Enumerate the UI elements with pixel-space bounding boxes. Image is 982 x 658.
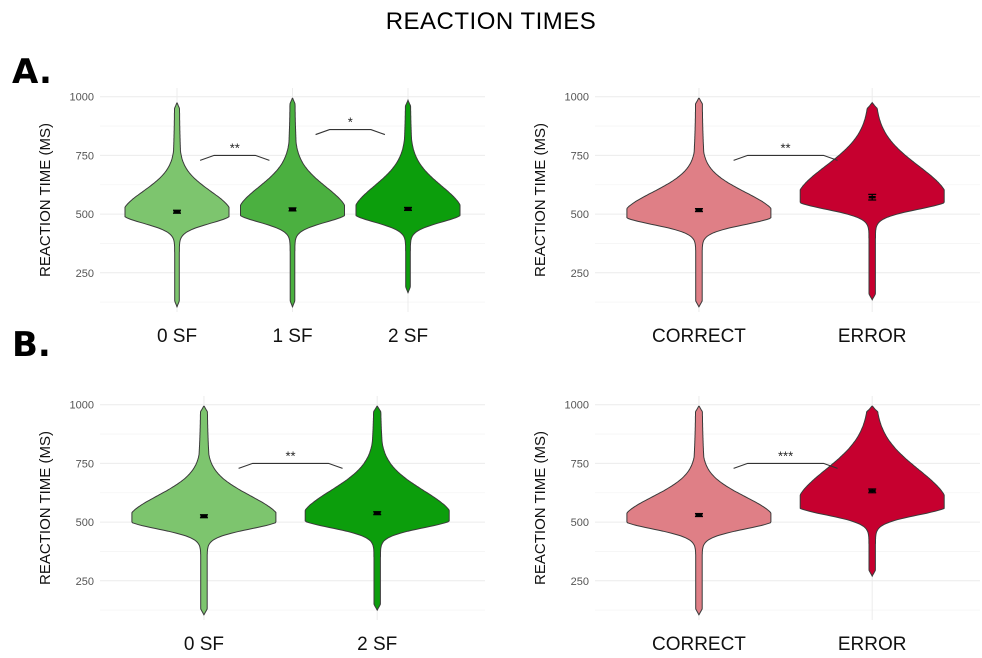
y-tick-label: 250 [571, 576, 589, 588]
significance-label: ** [781, 140, 791, 155]
significance-bracket [315, 129, 386, 136]
y-tick-label: 1000 [565, 92, 589, 104]
y-axis-label: REACTION TIME (MS) [532, 123, 549, 277]
violin-2 [355, 98, 461, 294]
panel-label-b: B. [12, 325, 51, 365]
y-tick-label: 250 [571, 268, 589, 280]
significance-bracket [733, 462, 838, 469]
x-tick-label: 0 SF [157, 326, 197, 347]
y-tick-label: 500 [571, 209, 589, 221]
y-tick-label: 750 [571, 150, 589, 162]
y-tick-label: 250 [76, 576, 94, 588]
y-tick-label: 500 [76, 209, 94, 221]
y-tick-label: 1000 [70, 92, 94, 104]
y-axis-label: REACTION TIME (MS) [37, 123, 54, 277]
significance-label: * [348, 115, 353, 130]
x-tick-label: CORRECT [652, 634, 746, 655]
figure-title: REACTION TIMES [385, 8, 597, 35]
y-tick-label: 250 [76, 268, 94, 280]
x-tick-label: ERROR [838, 326, 907, 347]
violin-1 [240, 97, 345, 309]
chart-a-sf-violin: 250 500 750 1000 REACTION TIME (MS) 0 SF 1 SF 2… [37, 88, 485, 347]
violin-0 [626, 405, 772, 616]
violin-0 [626, 97, 772, 308]
y-tick-label: 1000 [565, 400, 589, 412]
y-tick-label: 500 [571, 517, 589, 529]
panel-label-a: A. [12, 52, 52, 92]
x-tick-label: 0 SF [184, 634, 224, 655]
significance-label: *** [778, 448, 793, 463]
y-axis-label: REACTION TIME (MS) [37, 431, 54, 585]
y-tick-label: 750 [76, 150, 94, 162]
x-tick-label: ERROR [838, 634, 907, 655]
x-tick-label: 1 SF [272, 326, 312, 347]
significance-label: ** [230, 140, 240, 155]
violin-0 [124, 102, 230, 309]
chart-b-accuracy-violin: 250 500 750 1000 REACTION TIME (MS) CORRECT ER… [532, 396, 980, 655]
chart-a-accuracy-violin: 250 500 750 1000 REACTION TIME (MS) CORRECT ER… [532, 88, 980, 347]
significance-bracket [733, 154, 838, 161]
y-tick-label: 750 [571, 458, 589, 470]
violin-1 [799, 101, 945, 301]
violin-1 [304, 405, 450, 612]
y-tick-label: 1000 [70, 400, 94, 412]
y-axis-label: REACTION TIME (MS) [532, 431, 549, 585]
x-tick-label: CORRECT [652, 326, 746, 347]
significance-bracket [199, 154, 270, 161]
y-tick-label: 500 [76, 517, 94, 529]
x-tick-label: 2 SF [357, 634, 397, 655]
x-tick-label: 2 SF [388, 326, 428, 347]
y-tick-label: 750 [76, 458, 94, 470]
significance-label: ** [286, 448, 296, 463]
violin-0 [131, 405, 277, 616]
chart-b-sf-violin: 250 500 750 1000 REACTION TIME (MS) 0 SF 2 SF *… [37, 396, 485, 655]
significance-bracket [238, 462, 343, 469]
